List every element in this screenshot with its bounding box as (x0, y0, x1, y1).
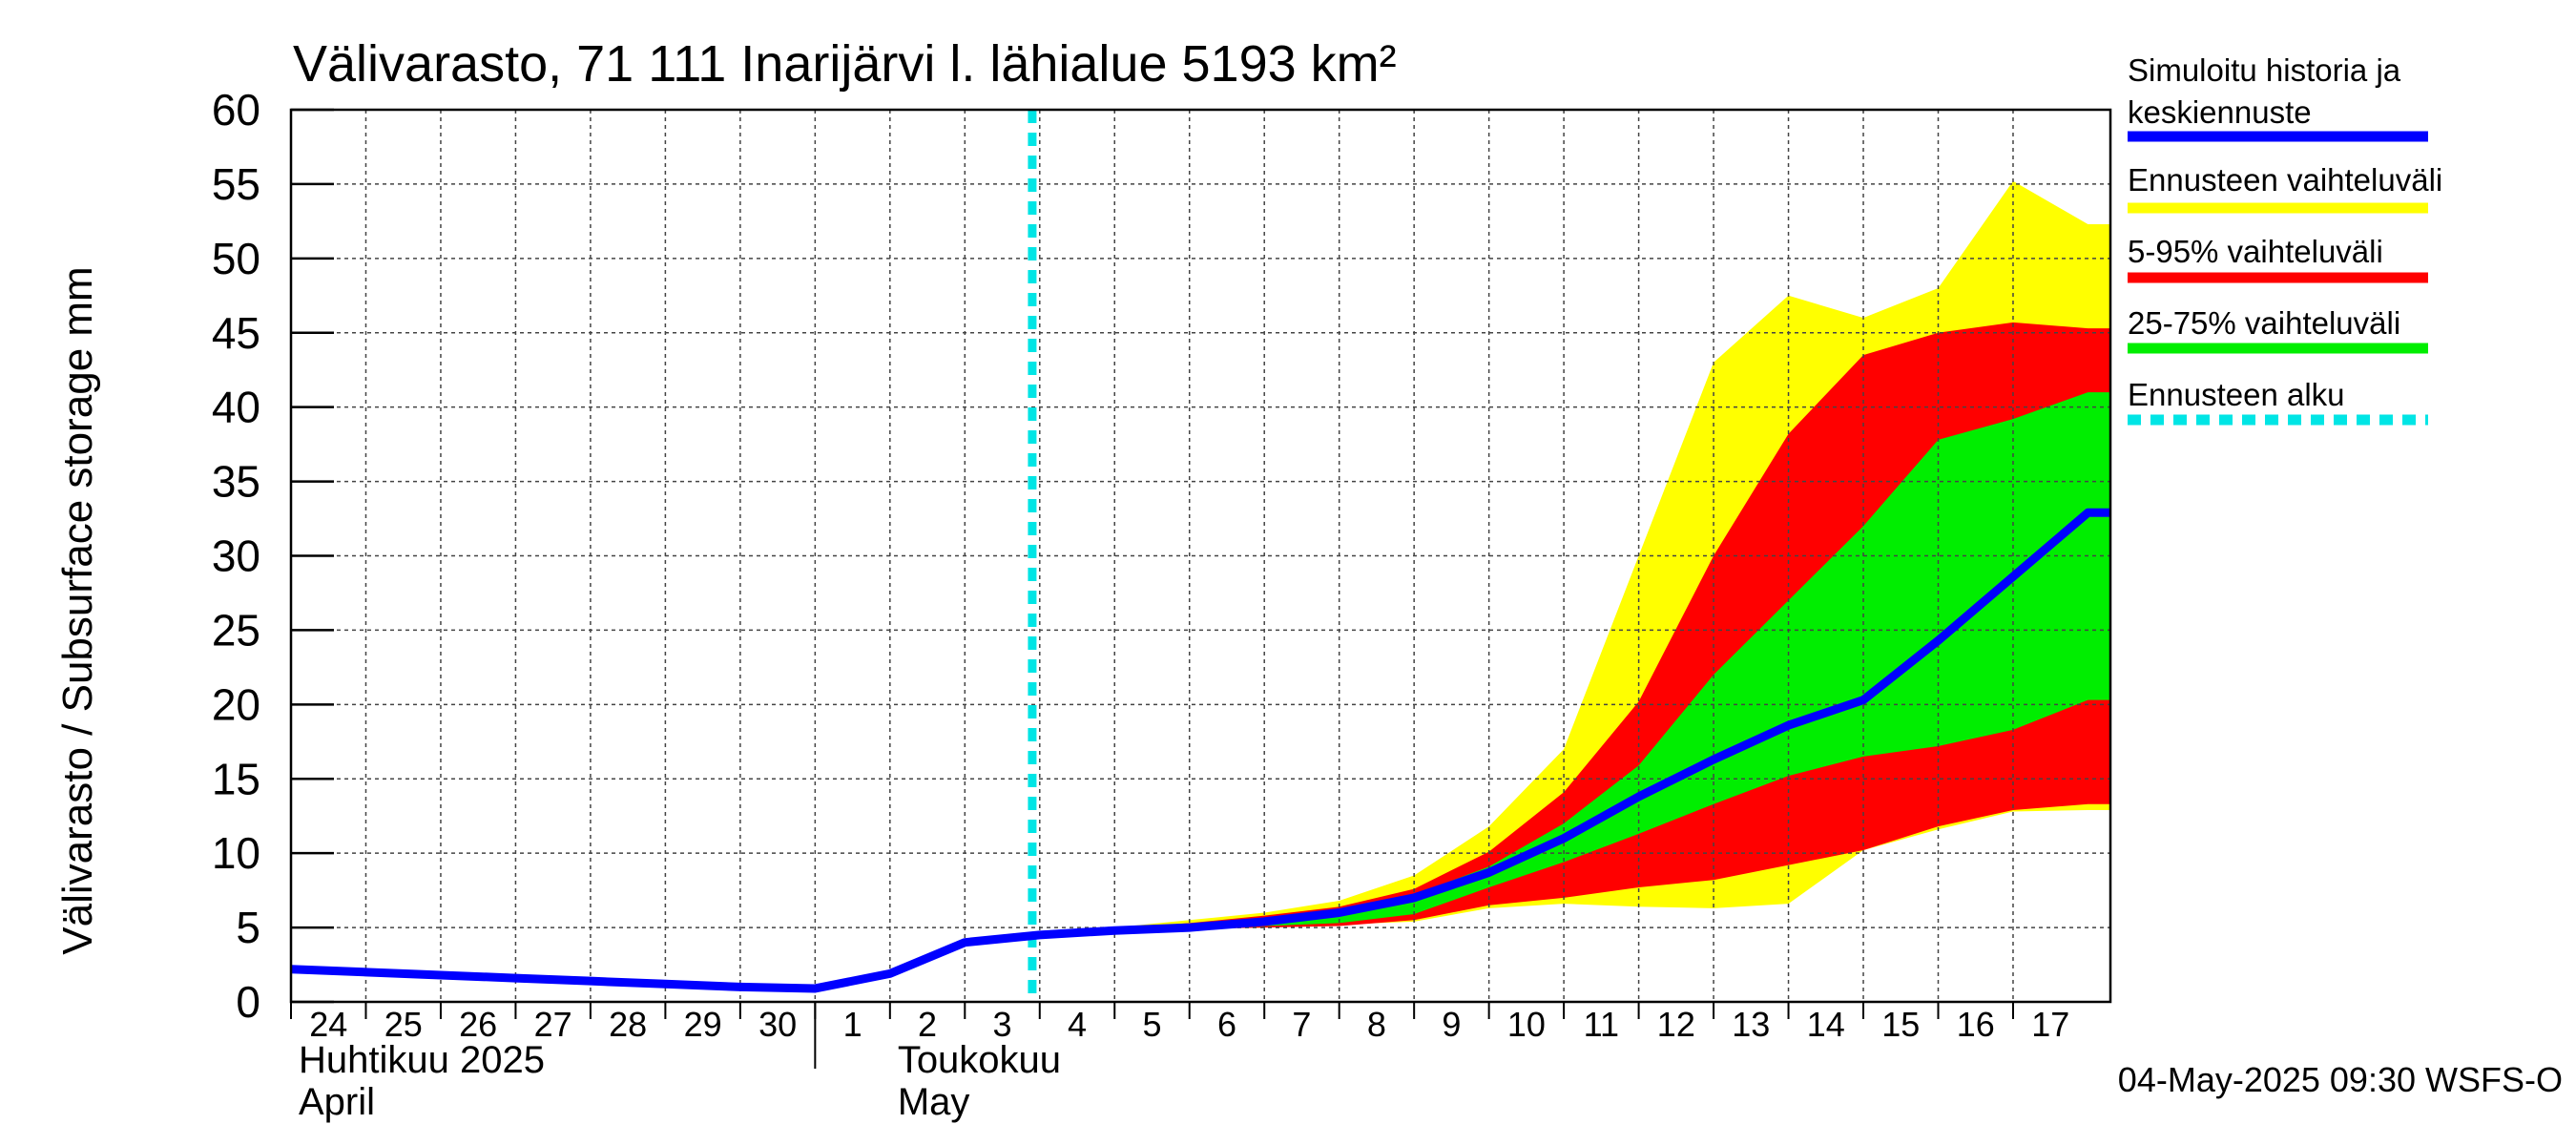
legend-label-1-0: Ennusteen vaihteluväli (2128, 162, 2442, 198)
x-tick-label-20: 14 (1807, 1005, 1845, 1044)
x-tick-label-3: 27 (534, 1005, 572, 1044)
legend: Simuloitu historia ja keskiennuste Ennuste… (2128, 52, 2442, 426)
y-tick-label-9: 45 (212, 308, 260, 358)
axes (289, 108, 2112, 1069)
chart-title: Välivarasto, 71 111 Inarijärvi l. lähial… (293, 35, 1397, 93)
y-tick-label-6: 30 (212, 531, 260, 581)
legend-label-0-0: Simuloitu historia ja (2128, 52, 2401, 88)
x-tick-label-10: 4 (1068, 1005, 1087, 1044)
band-2 (1039, 392, 2110, 935)
month-label-fi-1: Toukokuu (898, 1039, 1061, 1081)
x-tick-label-8: 2 (918, 1005, 937, 1044)
x-tick-label-1: 25 (384, 1005, 423, 1044)
x-tick-label-0: 24 (309, 1005, 347, 1044)
timestamp-footer: 04-May-2025 09:30 WSFS-O (2118, 1060, 2563, 1099)
y-tick-labels: 0 5 10 15 20 25 30 35 40 45 50 55 60 (212, 85, 260, 1027)
legend-label-3-0: 25-75% vaihteluväli (2128, 305, 2400, 341)
y-tick-label-3: 15 (212, 754, 260, 803)
y-tick-label-0: 0 (236, 977, 260, 1027)
x-tick-label-18: 12 (1657, 1005, 1695, 1044)
x-tick-label-11: 5 (1142, 1005, 1161, 1044)
x-tick-label-14: 8 (1367, 1005, 1386, 1044)
x-tick-label-22: 16 (1957, 1005, 1995, 1044)
x-tick-label-19: 13 (1732, 1005, 1770, 1044)
forecast-bands (1039, 180, 2110, 935)
x-tick-label-5: 29 (684, 1005, 722, 1044)
x-tick-label-4: 28 (609, 1005, 647, 1044)
y-tick-label-5: 25 (212, 605, 260, 655)
y-tick-label-1: 5 (236, 903, 260, 952)
y-tick-label-4: 20 (212, 679, 260, 729)
x-tick-label-13: 7 (1292, 1005, 1311, 1044)
y-tick-label-12: 60 (212, 85, 260, 135)
y-tick-label-7: 35 (212, 457, 260, 507)
month-label-en-1: May (898, 1081, 970, 1123)
y-tick-label-11: 55 (212, 159, 260, 209)
x-tick-label-23: 17 (2031, 1005, 2069, 1044)
series-lines (290, 508, 2110, 993)
x-tick-label-15: 9 (1442, 1005, 1461, 1044)
y-tick-label-8: 40 (212, 383, 260, 432)
legend-label-2-0: 5-95% vaihteluväli (2128, 234, 2383, 269)
y-tick-label-10: 50 (212, 234, 260, 283)
x-tick-label-6: 30 (758, 1005, 797, 1044)
x-tick-label-12: 6 (1217, 1005, 1236, 1044)
legend-label-0-1: keskiennuste (2128, 94, 2312, 130)
x-tick-label-9: 3 (993, 1005, 1012, 1044)
y-tick-label-2: 10 (212, 828, 260, 878)
x-tick-label-2: 26 (459, 1005, 497, 1044)
series-line-0 (290, 508, 2110, 993)
month-label-fi-0: Huhtikuu 2025 (299, 1039, 545, 1081)
x-tick-label-7: 1 (843, 1005, 862, 1044)
x-tick-labels: 24 25 26 27 28 29 30 1 2 3 4 5 6 7 8 9 10 11 12 13 14 15 16 17H… (299, 1005, 2069, 1123)
x-tick-label-21: 15 (1881, 1005, 1920, 1044)
band-1 (1039, 322, 2110, 935)
x-tick-label-17: 11 (1584, 1005, 1619, 1044)
x-tick-label-16: 10 (1507, 1005, 1546, 1044)
month-label-en-0: April (299, 1081, 375, 1123)
legend-label-4-0: Ennusteen alku (2128, 377, 2345, 412)
y-axis-label: Välivarasto / Subsurface storage mm (54, 266, 101, 954)
